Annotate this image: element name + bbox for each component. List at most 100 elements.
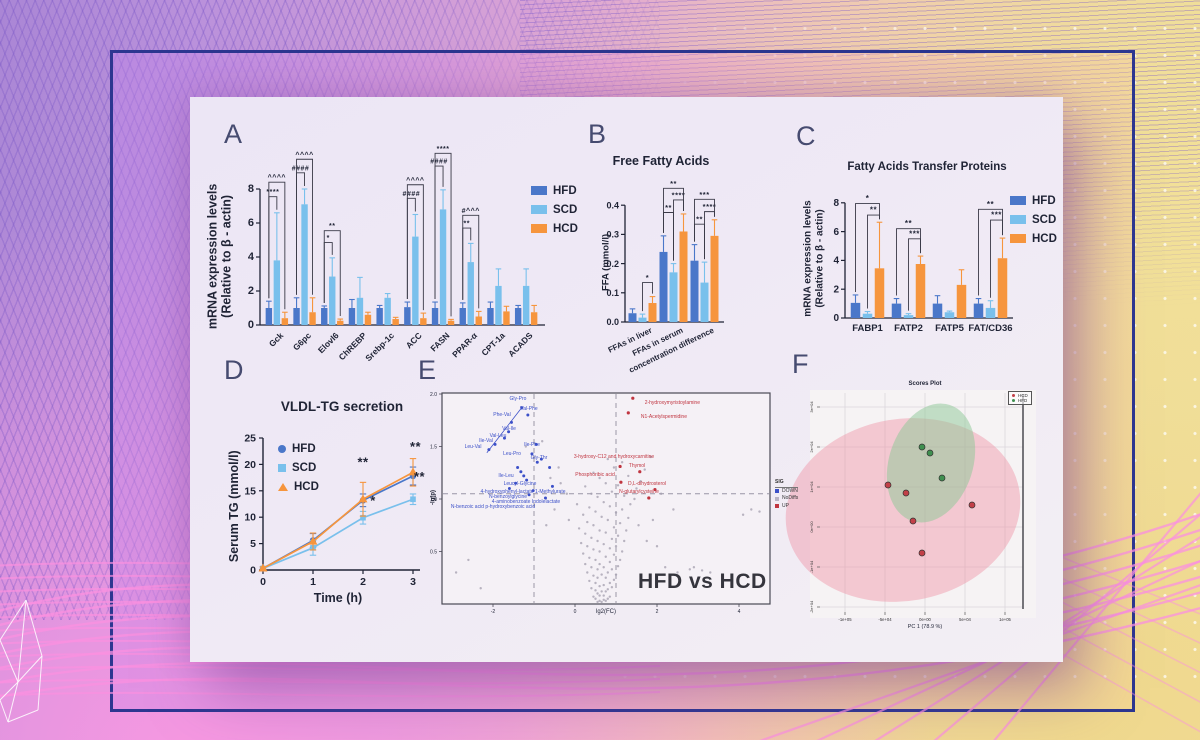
- svg-text:10: 10: [244, 512, 256, 524]
- svg-text:2-hydroxymyristoylamine: 2-hydroxymyristoylamine: [645, 400, 701, 406]
- panel-c-label: C: [796, 121, 816, 151]
- svg-text:25: 25: [244, 433, 256, 445]
- svg-text:N-benzoylglycine: N-benzoylglycine: [489, 494, 527, 500]
- svg-text:PPAR-α: PPAR-α: [450, 330, 480, 360]
- legend-e-ns-label: NoDiffs: [782, 495, 799, 501]
- svg-text:0.0: 0.0: [606, 317, 619, 327]
- legend-label-hfd: HFD: [292, 442, 316, 455]
- svg-text:**: **: [987, 200, 995, 209]
- legend-f: HCD HFD: [1008, 391, 1032, 405]
- chart-f-xlabel: PC 1 (78.9 %): [907, 624, 943, 630]
- svg-text:****: ****: [672, 190, 686, 199]
- svg-text:-2: -2: [491, 609, 496, 615]
- svg-text:0.2: 0.2: [606, 259, 619, 269]
- svg-text:**: **: [357, 455, 369, 470]
- svg-text:0e+00: 0e+00: [919, 617, 931, 622]
- legend-label-hcd: HCD: [294, 480, 319, 493]
- svg-text:Leu-Pro: Leu-Pro: [503, 451, 521, 457]
- svg-text:Phosphoribic acid: Phosphoribic acid: [575, 472, 615, 478]
- legend-label-hfd: HFD: [553, 184, 577, 197]
- legend-f-hfd: HFD: [1012, 398, 1028, 403]
- chart-a-ylabel-line1: mRNA expression levels: [205, 183, 220, 330]
- svg-text:Val-Phe: Val-Phe: [520, 406, 538, 412]
- circle-marker-icon: [278, 444, 286, 453]
- svg-text:^^^^: ^^^^: [406, 176, 424, 184]
- svg-text:8: 8: [833, 198, 839, 209]
- svg-text:Gck: Gck: [267, 330, 286, 349]
- svg-text:-1e+05: -1e+05: [838, 617, 852, 622]
- square-marker-icon: [278, 463, 286, 472]
- legend-e-down-label: DOWN: [782, 487, 798, 494]
- svg-text:ACADS: ACADS: [506, 330, 535, 359]
- chart-d-xlabel: Time (h): [313, 591, 363, 605]
- svg-text:CPT-1a: CPT-1a: [479, 330, 507, 358]
- svg-text:**: **: [665, 203, 672, 212]
- svg-text:####: ####: [403, 191, 421, 198]
- chart-e-xlabel: lg2(FC): [595, 609, 616, 615]
- svg-text:FASN: FASN: [428, 330, 451, 353]
- svg-text:4: 4: [738, 609, 741, 615]
- panel-f-label: F: [792, 349, 809, 379]
- svg-text:5: 5: [250, 538, 256, 550]
- svg-text:4-aminobenzoate Indolelactate: 4-aminobenzoate Indolelactate: [492, 499, 561, 505]
- svg-text:#^^^: #^^^: [462, 207, 480, 215]
- panel-d-label: D: [224, 355, 244, 385]
- chart-d-title: VLDL-TG secretion: [280, 399, 404, 414]
- svg-text:N1-Acetylspermidine: N1-Acetylspermidine: [641, 414, 687, 420]
- down-swatch: [775, 489, 779, 494]
- scd-swatch: [531, 205, 547, 214]
- svg-text:*: *: [327, 235, 330, 242]
- svg-text:2: 2: [248, 285, 254, 297]
- legend-e-up: UP: [775, 503, 798, 511]
- svg-text:Phe-Val: Phe-Val: [493, 412, 510, 418]
- svg-text:**: **: [329, 223, 335, 230]
- legend-d-row-hcd: HCD: [278, 477, 319, 496]
- chart-b-title: Free Fatty Acids: [612, 154, 710, 168]
- legend-c: HFD SCD HCD: [1010, 191, 1057, 248]
- svg-text:G6pc: G6pc: [291, 330, 313, 352]
- svg-text:6: 6: [248, 217, 254, 229]
- legend-d-row-hfd: HFD: [278, 439, 319, 458]
- svg-text:1: 1: [310, 576, 316, 588]
- svg-text:2e+04: 2e+04: [809, 441, 814, 453]
- volcano-comparison-label: HFD vs HCD: [638, 570, 767, 593]
- svg-text:***: ***: [909, 229, 920, 238]
- legend-a: HFD SCD HCD: [531, 181, 578, 238]
- scd-swatch: [1010, 215, 1026, 224]
- svg-text:ACC: ACC: [404, 330, 424, 350]
- chart-a-ylabel: mRNA expression levels (Relative to β - …: [206, 146, 235, 366]
- svg-text:***: ***: [991, 211, 1002, 220]
- svg-text:N-glutarylcysteine: N-glutarylcysteine: [619, 489, 659, 495]
- chart-c-ylabel: mRNA expression levels (Relative to β - …: [803, 174, 826, 344]
- chart-f-title: Scores Plot: [908, 381, 942, 387]
- svg-text:####: ####: [430, 159, 448, 166]
- legend-f-hcd: HCD: [1012, 393, 1028, 398]
- hcd-dot-icon: [1012, 394, 1015, 397]
- svg-text:0e+00: 0e+00: [809, 521, 814, 533]
- legend-c-row-hcd: HCD: [1010, 229, 1057, 248]
- svg-text:3-hydroxy-C12 and hydroxycarni: 3-hydroxy-C12 and hydroxycarnitine: [574, 454, 655, 460]
- svg-text:****: ****: [266, 189, 279, 196]
- svg-text:FATP2: FATP2: [894, 323, 923, 334]
- svg-text:Ile-Val: Ile-Val: [479, 438, 493, 444]
- legend-d: HFD SCD HCD: [278, 439, 319, 496]
- svg-text:Val-Ile: Val-Ile: [502, 426, 516, 432]
- hfd-dot-icon: [1012, 399, 1015, 402]
- svg-text:2: 2: [656, 609, 659, 615]
- svg-text:1e+04: 1e+04: [809, 481, 814, 493]
- svg-text:20: 20: [244, 459, 256, 471]
- legend-d-row-scd: SCD: [278, 458, 319, 477]
- legend-a-row-scd: SCD: [531, 200, 578, 219]
- svg-text:5e+04: 5e+04: [959, 617, 971, 622]
- chart-e-ylabel: -lg(p): [430, 489, 437, 505]
- svg-text:FAT/CD36: FAT/CD36: [968, 323, 1012, 334]
- legend-label-hcd: HCD: [553, 222, 578, 235]
- svg-text:Gly-Thr: Gly-Thr: [531, 455, 548, 461]
- figure-panel: 0 2 4 6 8 Gck G6pc Elovl6 ChREBP Srebp-1c ACC FASN P…: [190, 97, 1063, 662]
- hcd-swatch: [531, 224, 547, 233]
- panel-a-label: A: [224, 119, 243, 149]
- svg-text:Val-Leu: Val-Leu: [490, 433, 507, 439]
- legend-c-row-hfd: HFD: [1010, 191, 1057, 210]
